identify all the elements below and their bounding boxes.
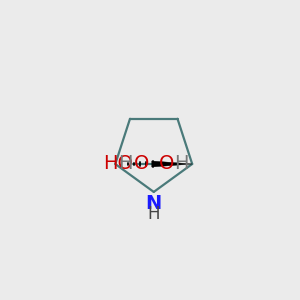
Text: H: H xyxy=(118,154,133,172)
Text: HO: HO xyxy=(103,154,133,172)
Text: O: O xyxy=(159,154,174,172)
Text: H: H xyxy=(148,205,160,223)
Text: N: N xyxy=(146,194,162,213)
Text: H: H xyxy=(174,154,189,172)
Text: O: O xyxy=(134,154,149,172)
Polygon shape xyxy=(152,161,192,167)
